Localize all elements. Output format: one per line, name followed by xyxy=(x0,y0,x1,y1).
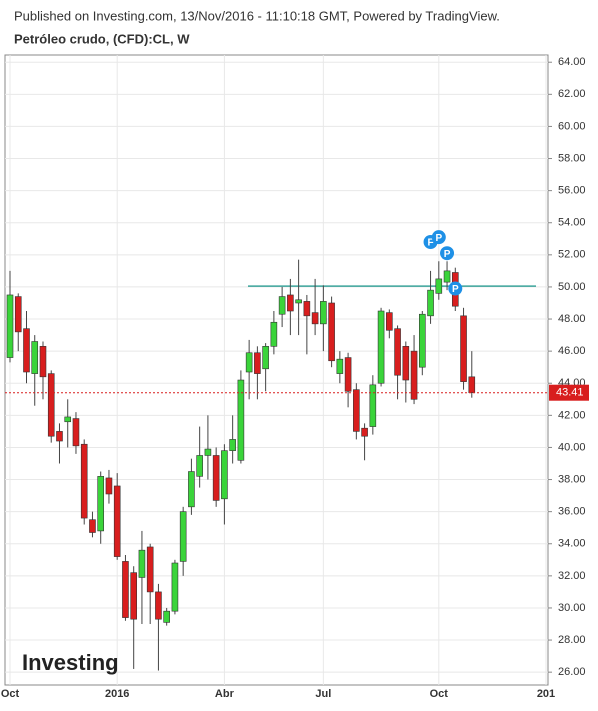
candle-body xyxy=(287,294,294,312)
candle-body xyxy=(377,310,385,384)
y-tick-label: 52.00 xyxy=(558,249,586,261)
plot-frame xyxy=(4,54,549,686)
candle-body xyxy=(254,352,261,374)
candle-body xyxy=(311,312,319,325)
candle-body xyxy=(23,328,30,373)
candle-body xyxy=(138,549,146,578)
y-tick-label: 26.00 xyxy=(558,666,586,678)
y-tick-label: 56.00 xyxy=(558,185,586,197)
y-tick-label: 36.00 xyxy=(558,506,586,518)
candle-body xyxy=(427,289,434,317)
candle-body xyxy=(394,328,401,376)
candle-body xyxy=(47,373,55,437)
event-label: P xyxy=(435,233,442,244)
candle-body xyxy=(179,511,187,562)
y-tick-label: 30.00 xyxy=(558,602,586,614)
candle-body xyxy=(146,546,154,593)
candle-body xyxy=(369,384,377,427)
x-tick-label: Abr xyxy=(215,688,235,700)
candle-body xyxy=(80,443,88,519)
chart-title: Petróleo crudo, (CFD):CL, W xyxy=(14,31,190,46)
candle-body xyxy=(56,431,63,442)
candle-body xyxy=(410,350,418,400)
candle-body xyxy=(31,341,39,374)
published-note: Published on Investing.com, 13/Nov/2016 … xyxy=(14,8,500,23)
candle-body xyxy=(97,476,105,532)
y-tick-label: 54.00 xyxy=(558,217,586,229)
candle-body xyxy=(468,376,476,394)
y-tick-label: 62.00 xyxy=(558,88,586,100)
candle-body xyxy=(229,439,236,451)
candle-body xyxy=(171,562,179,612)
event-label: F xyxy=(427,238,433,249)
event-label: P xyxy=(452,284,459,295)
x-tick-label: Oct xyxy=(430,688,449,700)
candle-body xyxy=(245,352,253,373)
candle-body xyxy=(204,448,212,456)
candle-body xyxy=(460,315,467,382)
event-marker xyxy=(448,281,463,296)
x-tick-label: Oct xyxy=(1,688,20,700)
candle-body xyxy=(328,302,335,362)
candle-body xyxy=(262,346,269,370)
y-tick-label: 34.00 xyxy=(558,538,586,550)
y-tick-label: 64.00 xyxy=(558,56,586,68)
last-price-label: 43.41 xyxy=(556,387,584,399)
candle-body xyxy=(196,455,203,477)
event-marker xyxy=(440,246,455,261)
candle-body xyxy=(344,357,352,392)
candle-body xyxy=(402,346,410,381)
candle-body xyxy=(113,485,121,557)
candle-body xyxy=(435,278,443,294)
candle-body xyxy=(155,591,162,620)
candle-body xyxy=(353,389,360,432)
x-tick-label: 2016 xyxy=(105,688,129,700)
candle-body xyxy=(303,301,311,317)
candle-body xyxy=(64,416,72,423)
candle-body xyxy=(270,321,278,347)
candle-body xyxy=(237,379,245,461)
candle-body xyxy=(320,301,327,325)
candle-body xyxy=(386,312,393,331)
last-price-box xyxy=(549,384,589,401)
y-tick-label: 32.00 xyxy=(558,570,586,582)
candle-body xyxy=(295,299,302,304)
candle-body xyxy=(130,572,137,620)
candle-body xyxy=(188,471,195,508)
y-tick-label: 40.00 xyxy=(558,441,586,453)
x-tick-label: 201 xyxy=(537,688,555,700)
candle-body xyxy=(419,313,426,368)
candle-body xyxy=(6,294,14,358)
y-tick-label: 50.00 xyxy=(558,281,586,293)
x-tick-label: Jul xyxy=(315,688,331,700)
candle-body xyxy=(72,418,80,447)
candle-body xyxy=(105,477,113,495)
y-tick-label: 60.00 xyxy=(558,120,586,132)
y-tick-label: 46.00 xyxy=(558,345,586,357)
y-tick-label: 42.00 xyxy=(558,409,586,421)
logo: Investing xyxy=(22,650,119,675)
candle-body xyxy=(336,358,344,374)
candle-body xyxy=(163,610,170,623)
event-label: P xyxy=(444,249,451,260)
candle-body xyxy=(212,455,220,501)
event-marker xyxy=(431,230,446,245)
y-tick-label: 38.00 xyxy=(558,473,586,485)
y-tick-label: 28.00 xyxy=(558,634,586,646)
candle-body xyxy=(221,450,228,500)
candle-body xyxy=(361,427,368,437)
candle-body xyxy=(443,270,451,283)
candle-body xyxy=(89,519,96,533)
y-tick-label: 48.00 xyxy=(558,313,586,325)
candle-body xyxy=(14,296,22,333)
candle-body xyxy=(39,346,47,378)
candle-body xyxy=(122,561,129,618)
candle-body xyxy=(278,296,286,315)
y-tick-label: 58.00 xyxy=(558,152,586,164)
